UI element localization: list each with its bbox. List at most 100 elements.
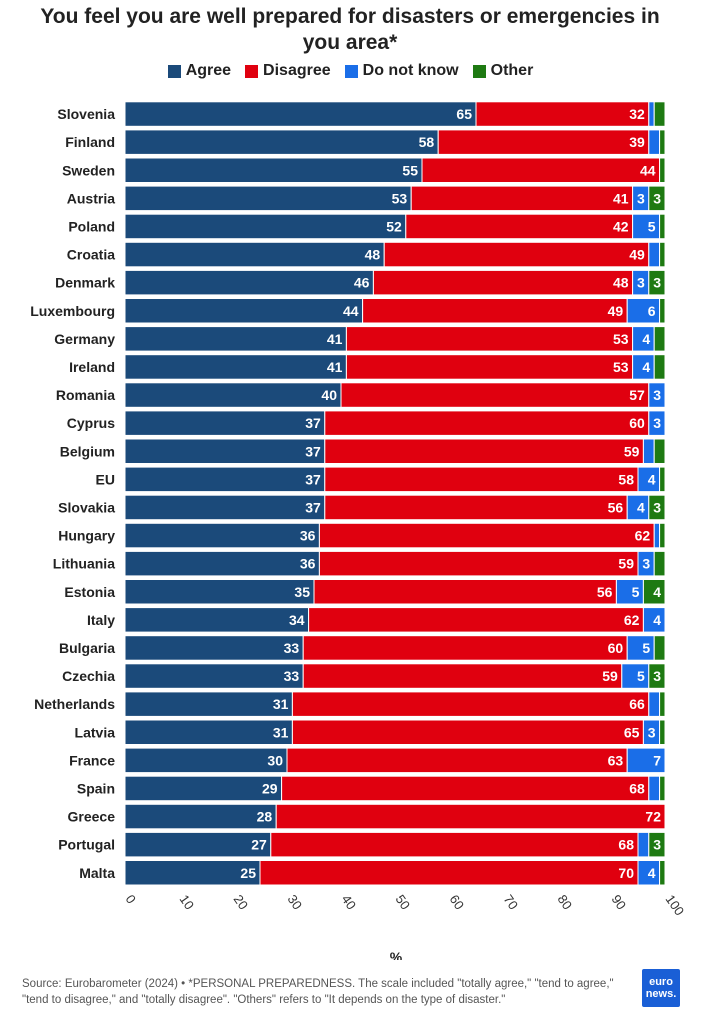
chart-title: You feel you are well prepared for disas… [40, 5, 660, 54]
data-label: 66 [629, 696, 645, 712]
bar-disagree [302, 663, 623, 689]
bar-disagree [362, 298, 628, 324]
category-label: Lithuania [53, 556, 115, 572]
x-tick-label: 30 [285, 892, 306, 912]
bar-do-not-know [648, 241, 661, 268]
category-label: Finland [65, 134, 115, 150]
bar-do-not-know [642, 607, 666, 633]
bar-agree [124, 466, 326, 493]
data-label: 31 [273, 696, 289, 712]
bar-disagree [318, 522, 655, 549]
bar-other [659, 719, 666, 745]
bar-agree [124, 269, 374, 296]
data-label: 27 [251, 837, 267, 853]
bar-do-not-know [648, 410, 666, 436]
category-label: Malta [79, 865, 115, 881]
data-label: 48 [613, 275, 629, 291]
bar-disagree [437, 129, 650, 155]
bar-do-not-know [642, 438, 655, 464]
data-label: 44 [343, 303, 359, 319]
data-label: 41 [327, 331, 343, 347]
bar-other [659, 241, 666, 268]
logo-line-2: news. [645, 988, 677, 1000]
bar-disagree [324, 438, 644, 464]
data-label: 41 [327, 359, 343, 375]
data-label: 57 [629, 387, 645, 403]
category-label: Croatia [67, 247, 115, 263]
data-label: 3 [653, 837, 661, 853]
bar-do-not-know [626, 747, 666, 774]
data-label: 3 [648, 724, 656, 740]
bar-agree [124, 691, 293, 717]
data-label: 35 [294, 584, 310, 600]
category-label: Italy [87, 612, 115, 628]
data-label: 44 [640, 162, 656, 178]
data-label: 60 [629, 415, 645, 431]
data-label: 60 [608, 640, 624, 656]
category-label: Latvia [75, 724, 116, 740]
data-label: 6 [648, 303, 656, 319]
data-label: 37 [305, 443, 321, 459]
bar-other [659, 860, 666, 886]
bar-agree [124, 298, 364, 324]
category-label: Czechia [62, 668, 115, 684]
data-label: 4 [637, 499, 645, 515]
bar-other [653, 326, 666, 352]
legend-swatch [472, 64, 486, 78]
bar-agree [124, 663, 304, 689]
legend-item-do-not-know: Do not know [344, 62, 459, 80]
bar-disagree [291, 719, 644, 745]
bar-agree [124, 607, 310, 633]
bar-agree [124, 831, 272, 858]
bar-agree [124, 747, 288, 774]
bar-do-not-know [637, 831, 650, 858]
bar-disagree [340, 382, 650, 408]
bar-agree [124, 550, 320, 577]
data-label: 63 [608, 752, 624, 768]
data-label: 5 [648, 218, 656, 234]
bar-disagree [475, 101, 650, 127]
bar-agree [124, 241, 385, 268]
category-label: Bulgaria [59, 640, 115, 656]
data-label: 3 [653, 499, 661, 515]
bar-agree [124, 860, 261, 886]
category-label: Poland [68, 218, 115, 234]
bar-other [653, 635, 666, 661]
x-tick-label: 100 [663, 892, 688, 918]
data-label: 59 [624, 443, 640, 459]
bar-disagree [281, 775, 650, 802]
x-tick-label: 50 [393, 892, 414, 912]
bar-agree [124, 719, 293, 745]
category-label: Ireland [69, 359, 115, 375]
bar-other [659, 298, 666, 324]
category-label: Belgium [60, 443, 115, 459]
bar-agree [124, 382, 342, 408]
data-label: 5 [642, 640, 650, 656]
data-label: 3 [637, 275, 645, 291]
data-label: 62 [635, 528, 651, 544]
category-label: Luxembourg [30, 303, 115, 319]
data-label: 53 [613, 331, 629, 347]
data-label: 56 [597, 584, 613, 600]
bar-do-not-know [653, 522, 661, 549]
category-label: Sweden [62, 162, 115, 178]
data-label: 3 [653, 415, 661, 431]
data-label: 53 [392, 190, 408, 206]
bar-disagree [324, 466, 639, 493]
bar-disagree [383, 241, 650, 268]
bar-other [648, 185, 666, 212]
x-tick-label: 40 [339, 892, 360, 912]
bar-disagree [410, 185, 634, 212]
bar-agree [124, 803, 277, 830]
legend-item-agree: Agree [167, 62, 232, 80]
source-note: Source: Eurobarometer (2024) • *PERSONAL… [22, 978, 614, 1006]
data-label: 42 [613, 218, 629, 234]
legend-label: Agree [185, 62, 232, 79]
bar-agree [124, 410, 326, 436]
euronews-logo: euro news. [642, 969, 680, 1007]
legend-swatch [167, 64, 181, 78]
legend-label: Disagree [263, 62, 331, 79]
bar-other [653, 101, 666, 127]
data-label: 3 [653, 190, 661, 206]
